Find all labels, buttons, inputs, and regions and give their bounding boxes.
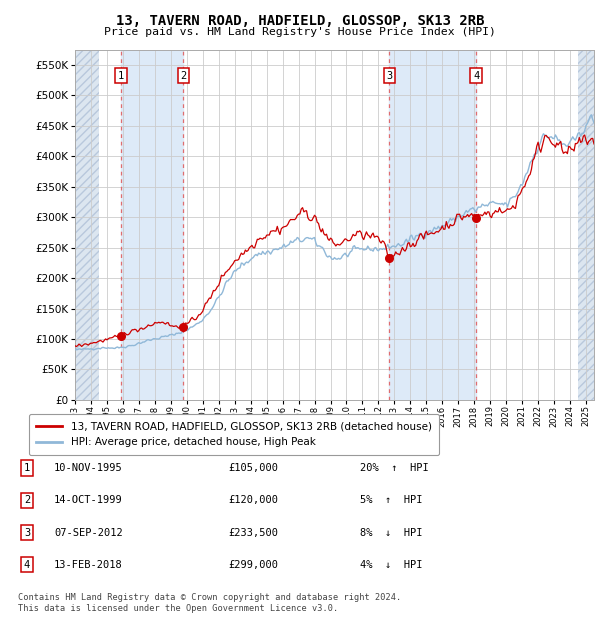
Text: £299,000: £299,000 bbox=[228, 560, 278, 570]
Text: £233,500: £233,500 bbox=[228, 528, 278, 538]
Text: £105,000: £105,000 bbox=[228, 463, 278, 473]
Text: 10-NOV-1995: 10-NOV-1995 bbox=[54, 463, 123, 473]
Legend: 13, TAVERN ROAD, HADFIELD, GLOSSOP, SK13 2RB (detached house), HPI: Average pric: 13, TAVERN ROAD, HADFIELD, GLOSSOP, SK13… bbox=[29, 414, 439, 454]
Text: 3: 3 bbox=[386, 71, 392, 81]
Text: 1: 1 bbox=[118, 71, 124, 81]
Text: 1: 1 bbox=[24, 463, 30, 473]
Text: 14-OCT-1999: 14-OCT-1999 bbox=[54, 495, 123, 505]
Text: 4: 4 bbox=[24, 560, 30, 570]
Bar bbox=[121, 50, 184, 400]
Text: 4%  ↓  HPI: 4% ↓ HPI bbox=[360, 560, 422, 570]
Text: 2: 2 bbox=[24, 495, 30, 505]
Bar bbox=[75, 50, 99, 400]
Text: 4: 4 bbox=[473, 71, 479, 81]
Bar bbox=[578, 50, 594, 400]
Bar bbox=[389, 50, 476, 400]
Text: 07-SEP-2012: 07-SEP-2012 bbox=[54, 528, 123, 538]
Text: 2: 2 bbox=[181, 71, 187, 81]
Text: 13, TAVERN ROAD, HADFIELD, GLOSSOP, SK13 2RB: 13, TAVERN ROAD, HADFIELD, GLOSSOP, SK13… bbox=[116, 14, 484, 28]
Text: 13-FEB-2018: 13-FEB-2018 bbox=[54, 560, 123, 570]
Text: 20%  ↑  HPI: 20% ↑ HPI bbox=[360, 463, 429, 473]
Text: 3: 3 bbox=[24, 528, 30, 538]
Text: Price paid vs. HM Land Registry's House Price Index (HPI): Price paid vs. HM Land Registry's House … bbox=[104, 27, 496, 37]
Text: £120,000: £120,000 bbox=[228, 495, 278, 505]
Text: 8%  ↓  HPI: 8% ↓ HPI bbox=[360, 528, 422, 538]
Text: Contains HM Land Registry data © Crown copyright and database right 2024.
This d: Contains HM Land Registry data © Crown c… bbox=[18, 593, 401, 613]
Text: 5%  ↑  HPI: 5% ↑ HPI bbox=[360, 495, 422, 505]
